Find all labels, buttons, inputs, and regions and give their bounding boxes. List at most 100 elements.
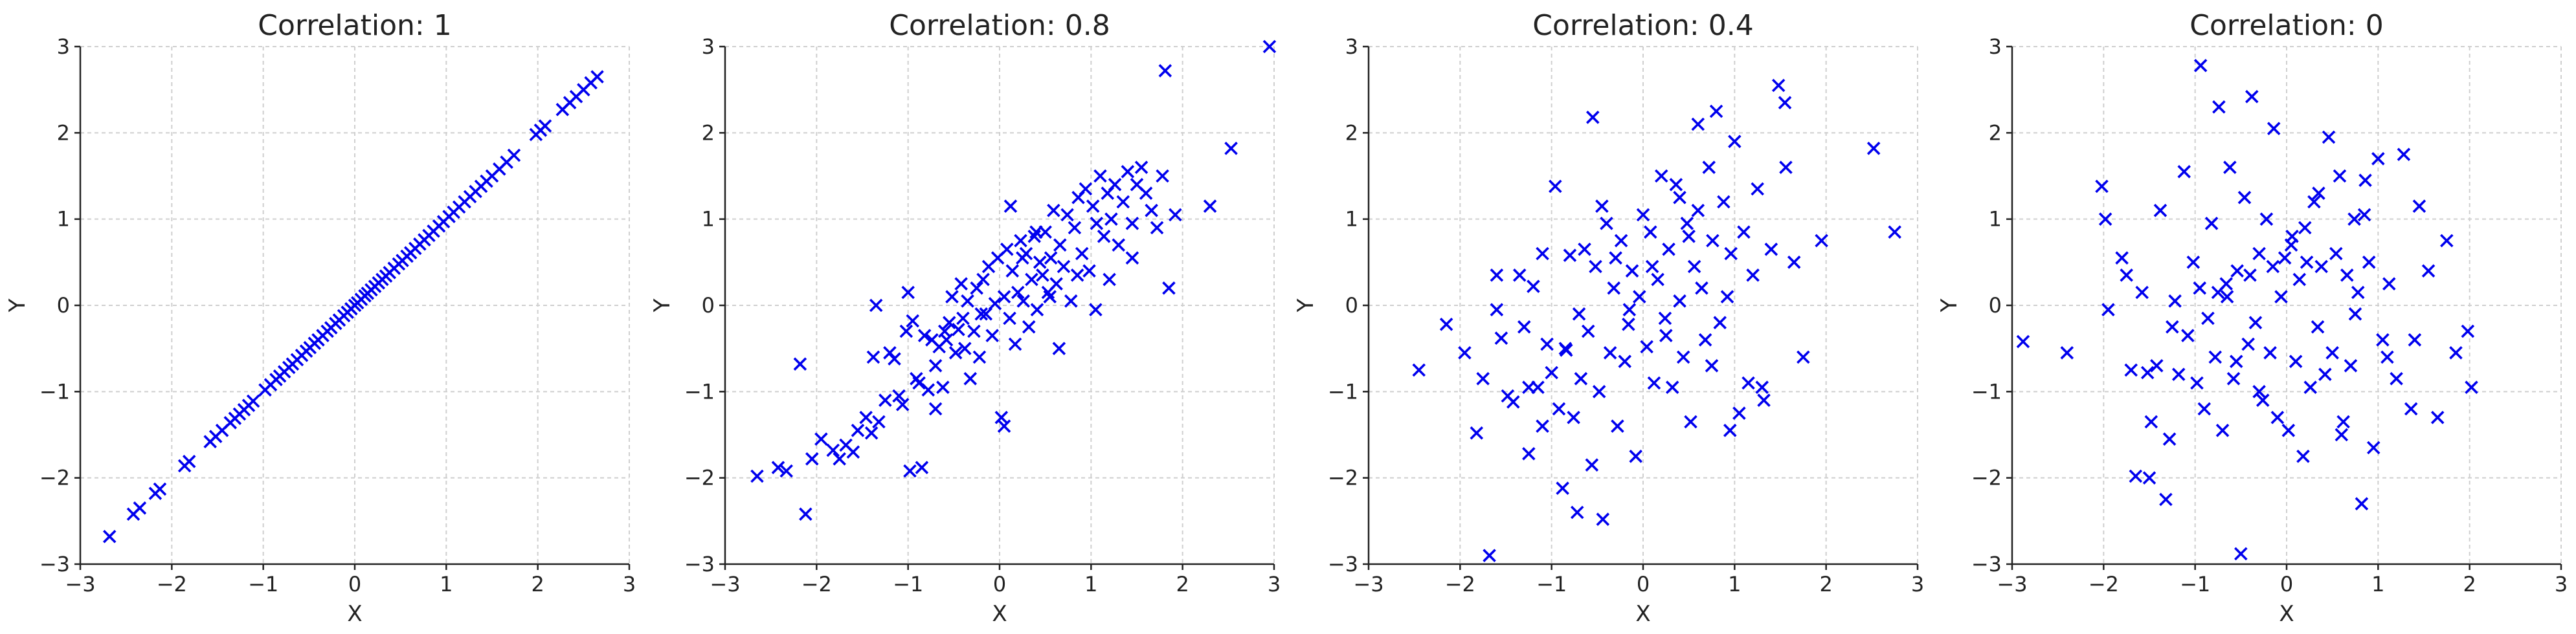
data-point bbox=[1625, 264, 1639, 278]
data-point bbox=[1658, 311, 1672, 325]
data-point bbox=[750, 469, 764, 483]
data-point bbox=[1746, 268, 1760, 282]
data-point bbox=[1633, 290, 1646, 303]
x-tick-label: −1 bbox=[1536, 572, 1567, 596]
data-point bbox=[1751, 182, 1764, 196]
data-point bbox=[2252, 246, 2266, 261]
data-point bbox=[779, 464, 793, 478]
data-point bbox=[869, 298, 883, 312]
data-point bbox=[1011, 285, 1025, 300]
data-point bbox=[1567, 411, 1580, 424]
data-point bbox=[2124, 363, 2138, 377]
data-point bbox=[1717, 195, 1730, 209]
data-point bbox=[1086, 199, 1100, 213]
data-point bbox=[1134, 160, 1148, 174]
data-point bbox=[1662, 243, 1675, 256]
data-point bbox=[2322, 130, 2336, 144]
x-tick-label: 2 bbox=[1819, 572, 1832, 596]
data-point bbox=[1779, 160, 1793, 174]
y-tick-label: −1 bbox=[39, 379, 70, 404]
data-point bbox=[2307, 195, 2321, 209]
data-point bbox=[1558, 342, 1573, 355]
data-point bbox=[1755, 380, 1769, 394]
data-point bbox=[1506, 395, 1520, 409]
x-tick-label: 2 bbox=[2463, 572, 2476, 596]
y-tick-label: 2 bbox=[1989, 120, 2002, 145]
data-point bbox=[1108, 178, 1122, 191]
data-point bbox=[1797, 350, 1810, 364]
data-point bbox=[1125, 217, 1139, 230]
data-point bbox=[2162, 432, 2177, 446]
data-point bbox=[1517, 320, 1531, 334]
data-point bbox=[1596, 512, 1610, 526]
chart-panel-2: −3 −2 −1 0 1 2 3 −3 −2 −1 0 1 2 3 X Y Correlation: 0.8 bbox=[649, 9, 1281, 627]
data-point bbox=[1614, 234, 1628, 248]
data-point bbox=[945, 290, 959, 303]
x-tick-label: 1 bbox=[2371, 572, 2384, 596]
data-point bbox=[2335, 428, 2349, 442]
data-point bbox=[153, 482, 167, 496]
data-point bbox=[1778, 96, 1792, 109]
y-tick-label: 1 bbox=[1345, 207, 1358, 232]
x-tick-label: −1 bbox=[248, 572, 278, 596]
y-tick-label: 3 bbox=[57, 34, 70, 59]
data-point bbox=[2303, 380, 2318, 394]
y-tick-label: −2 bbox=[1328, 466, 1358, 490]
data-point bbox=[872, 415, 886, 429]
data-point bbox=[2347, 212, 2361, 226]
data-point bbox=[2204, 217, 2219, 230]
y-tick-label: −3 bbox=[1328, 552, 1358, 576]
data-point bbox=[1139, 186, 1153, 200]
data-point bbox=[937, 324, 952, 338]
data-point bbox=[2397, 148, 2411, 161]
data-point bbox=[936, 380, 950, 394]
data-point bbox=[1702, 160, 1716, 174]
data-point bbox=[1003, 311, 1016, 325]
data-point bbox=[1549, 179, 1562, 193]
data-point bbox=[2201, 311, 2215, 325]
data-point bbox=[2016, 334, 2030, 349]
y-tick-label: 0 bbox=[702, 293, 715, 318]
data-point bbox=[1866, 142, 1881, 155]
data-point bbox=[2298, 221, 2312, 235]
y-tick-label: −2 bbox=[684, 466, 715, 490]
data-point bbox=[997, 419, 1011, 433]
data-point bbox=[1684, 415, 1697, 429]
data-point bbox=[994, 411, 1009, 424]
x-tick-label: 1 bbox=[440, 572, 453, 596]
data-point bbox=[1075, 246, 1089, 261]
data-point bbox=[2351, 285, 2365, 300]
data-point bbox=[2220, 290, 2234, 303]
data-point bbox=[2142, 471, 2156, 485]
data-point bbox=[2248, 316, 2263, 329]
data-point bbox=[2098, 212, 2112, 226]
data-point bbox=[2362, 256, 2376, 269]
data-point bbox=[2344, 359, 2358, 373]
data-point bbox=[1629, 450, 1642, 463]
data-point bbox=[1262, 39, 1277, 54]
data-point bbox=[879, 393, 892, 407]
data-point bbox=[1079, 182, 1093, 196]
data-point bbox=[997, 290, 1011, 303]
data-point bbox=[1659, 329, 1673, 342]
data-point bbox=[2243, 268, 2257, 282]
data-point bbox=[2274, 290, 2288, 303]
data-point bbox=[2193, 281, 2207, 295]
data-point bbox=[1103, 272, 1116, 287]
data-point bbox=[1787, 256, 1801, 269]
y-tick-label: −3 bbox=[39, 552, 70, 576]
data-point bbox=[1044, 251, 1058, 265]
data-point bbox=[805, 452, 819, 466]
data-point bbox=[1570, 505, 1584, 519]
data-point bbox=[2190, 376, 2204, 390]
data-point bbox=[1025, 272, 1038, 287]
data-point bbox=[921, 383, 935, 397]
x-tick-label: 3 bbox=[2555, 572, 2568, 596]
data-point bbox=[1490, 303, 1504, 316]
y-tick-label: 0 bbox=[57, 293, 70, 318]
data-point bbox=[2193, 59, 2208, 72]
data-point bbox=[1060, 208, 1074, 222]
data-point bbox=[1043, 290, 1057, 303]
data-point bbox=[2095, 179, 2109, 193]
data-point bbox=[1082, 264, 1096, 278]
